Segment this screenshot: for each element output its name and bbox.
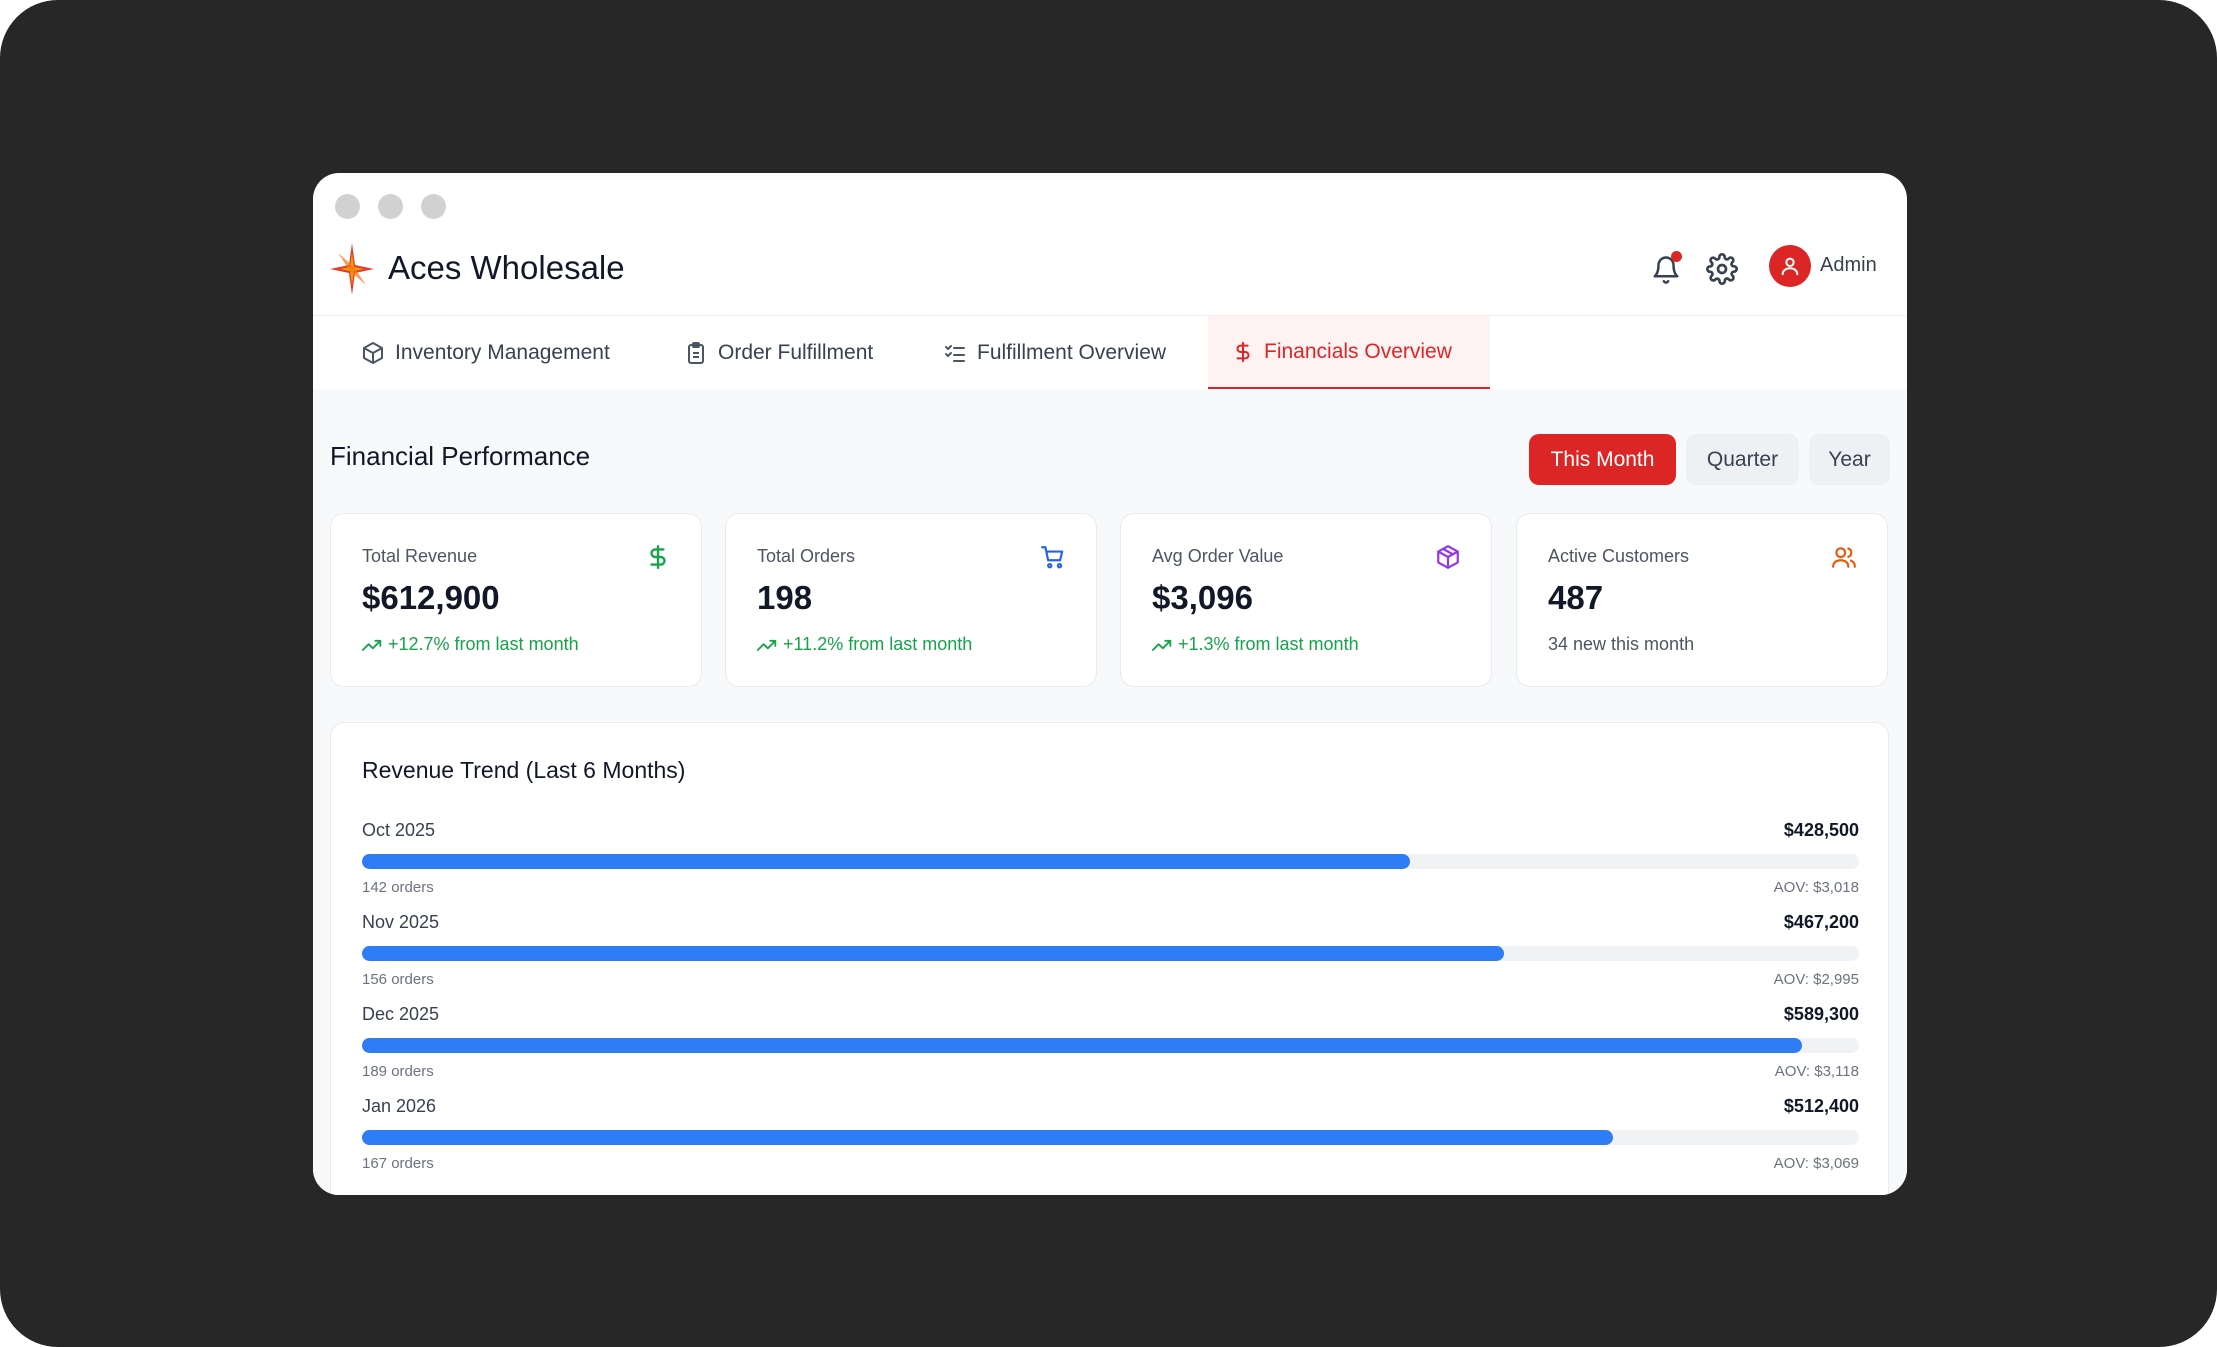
trend-bar-track — [362, 946, 1859, 961]
range-quarter-button[interactable]: Quarter — [1686, 434, 1799, 485]
card-value: $3,096 — [1152, 579, 1253, 616]
trend-aov: AOV: $2,995 — [1773, 971, 1859, 988]
maximize-dot[interactable] — [421, 194, 446, 219]
trend-amount: $589,300 — [1783, 1004, 1859, 1024]
trend-orders: 167 orders — [362, 1155, 434, 1172]
tab-order-fulfillment[interactable]: Order Fulfillment — [684, 316, 873, 390]
users-icon — [1832, 547, 1856, 568]
clipboard-icon — [688, 342, 704, 364]
bell-icon[interactable] — [1651, 253, 1681, 287]
trend-row: Dec 2025 $589,300 189 orders AOV: $3,118 — [362, 1004, 1859, 1084]
trend-row: Nov 2025 $467,200 156 orders AOV: $2,995 — [362, 912, 1859, 992]
trend-aov: AOV: $3,118 — [1774, 1063, 1859, 1080]
range-year-button[interactable]: Year — [1809, 434, 1890, 485]
avg-order-value-card: Avg Order Value $3,096 +1.3% from last m… — [1120, 513, 1492, 687]
card-label: Active Customers — [1548, 546, 1690, 566]
box-icon — [363, 342, 383, 364]
tab-label: Order Fulfillment — [718, 341, 874, 364]
card-value: 487 — [1548, 579, 1604, 616]
trend-aov: AOV: $3,018 — [1773, 879, 1859, 896]
card-value: $612,900 — [362, 579, 500, 616]
card-change-text: +12.7% from last month — [388, 634, 579, 654]
trend-bar-track — [362, 854, 1859, 869]
cart-icon — [1041, 546, 1064, 569]
trending-up-icon — [757, 639, 777, 651]
tab-label: Inventory Management — [395, 341, 610, 364]
trend-amount: $467,200 — [1783, 912, 1859, 932]
trend-month: Dec 2025 — [362, 1004, 440, 1024]
range-this-month-button[interactable]: This Month — [1529, 434, 1676, 485]
tab-inventory-management[interactable]: Inventory Management — [361, 316, 610, 390]
trend-month: Nov 2025 — [362, 912, 440, 932]
page-title: Financial Performance — [330, 441, 591, 471]
trending-up-icon — [362, 639, 382, 651]
card-label: Total Revenue — [362, 546, 478, 566]
trend-bar-fill — [362, 1130, 1614, 1145]
package-icon — [1437, 545, 1459, 569]
app-window: Aces Wholesale Admin — [313, 173, 1907, 1195]
card-change-text: +11.2% from last month — [783, 634, 973, 654]
trend-bar-fill — [362, 1038, 1803, 1053]
card-note: 34 new this month — [1548, 634, 1695, 654]
card-change: +11.2% from last month — [757, 634, 972, 655]
dollar-icon — [650, 544, 666, 570]
card-label: Avg Order Value — [1152, 546, 1284, 566]
checklist-icon — [945, 345, 965, 362]
trend-bar-fill — [362, 854, 1410, 869]
trend-amount: $512,400 — [1783, 1096, 1859, 1116]
tab-label: Fulfillment Overview — [977, 341, 1167, 364]
trend-orders: 142 orders — [362, 879, 434, 896]
trend-row: Oct 2025 $428,500 142 orders AOV: $3,018 — [362, 820, 1859, 900]
active-customers-card: Active Customers 487 34 new this month — [1516, 513, 1888, 687]
trending-up-icon — [1152, 639, 1172, 651]
notification-badge — [1671, 251, 1682, 262]
user-name[interactable]: Admin — [1820, 254, 1877, 276]
trend-orders: 189 orders — [362, 1063, 434, 1080]
main-content: Financial Performance This Month Quarter… — [313, 389, 1907, 1195]
trend-bar-track — [362, 1038, 1859, 1053]
gear-icon[interactable] — [1706, 253, 1738, 285]
revenue-trend-title: Revenue Trend (Last 6 Months) — [362, 757, 686, 783]
dollar-icon — [1236, 341, 1250, 362]
tab-label: Financials Overview — [1264, 339, 1452, 363]
trend-bar-fill — [362, 946, 1505, 961]
trend-amount: $428,500 — [1783, 820, 1859, 840]
card-change: +12.7% from last month — [362, 634, 579, 655]
trend-orders: 156 orders — [362, 971, 434, 988]
tab-fulfillment-overview[interactable]: Fulfillment Overview — [943, 316, 1166, 390]
header: Aces Wholesale Admin — [313, 233, 1907, 315]
compass-star-logo-icon — [330, 243, 374, 295]
card-change: +1.3% from last month — [1152, 634, 1359, 655]
trend-bar-track — [362, 1130, 1859, 1145]
card-label: Total Orders — [757, 546, 856, 566]
minimize-dot[interactable] — [378, 194, 403, 219]
window-controls — [335, 194, 446, 219]
trend-aov: AOV: $3,069 — [1773, 1155, 1859, 1172]
tab-financials-overview[interactable]: Financials Overview — [1208, 316, 1490, 390]
trend-month: Oct 2025 — [362, 820, 436, 840]
card-change-text: +1.3% from last month — [1178, 634, 1359, 654]
card-value: 198 — [757, 579, 813, 616]
close-dot[interactable] — [335, 194, 360, 219]
user-icon — [1781, 257, 1799, 276]
nav-tabs: Inventory Management Order Fulfillment F… — [313, 315, 1907, 391]
revenue-trend-panel: Revenue Trend (Last 6 Months) Oct 2025 $… — [330, 722, 1889, 1195]
trend-row: Jan 2026 $512,400 167 orders AOV: $3,069 — [362, 1096, 1859, 1176]
app-title: Aces Wholesale — [388, 249, 625, 286]
trend-month: Jan 2026 — [362, 1096, 437, 1116]
avatar[interactable] — [1769, 245, 1811, 287]
total-orders-card: Total Orders 198 +11.2% from last month — [725, 513, 1097, 687]
total-revenue-card: Total Revenue $612,900 +12.7% from last … — [330, 513, 702, 687]
